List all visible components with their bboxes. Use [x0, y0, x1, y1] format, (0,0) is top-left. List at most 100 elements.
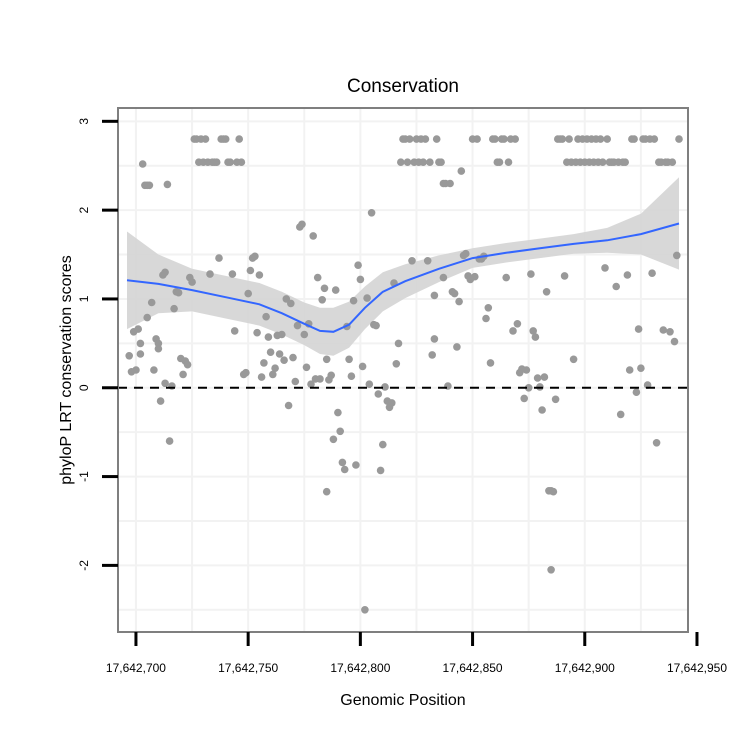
- data-point: [275, 350, 284, 358]
- data-point: [547, 566, 555, 574]
- confidence-band-area: [127, 177, 679, 356]
- data-point: [262, 312, 270, 321]
- data-point: [264, 333, 273, 341]
- data-point: [246, 266, 255, 275]
- data-point: [363, 294, 371, 302]
- data-point: [637, 364, 645, 373]
- data-point: [565, 135, 573, 143]
- data-point: [405, 135, 414, 143]
- data-point: [625, 366, 634, 374]
- data-point: [504, 158, 513, 166]
- data-point: [143, 313, 151, 322]
- smooth-line: [126, 222, 680, 333]
- data-point: [266, 348, 275, 357]
- data-point: [242, 368, 250, 377]
- data-point: [659, 326, 668, 334]
- data-point: [450, 289, 459, 298]
- data-point: [269, 370, 277, 379]
- data-point: [558, 135, 567, 143]
- data-point: [174, 288, 183, 297]
- data-point: [634, 325, 643, 333]
- data-point: [598, 158, 607, 166]
- data-point: [134, 325, 142, 333]
- data-point: [280, 356, 288, 365]
- data-point: [235, 135, 243, 143]
- data-point: [154, 339, 163, 348]
- data-point: [179, 370, 187, 379]
- data-point: [237, 158, 246, 166]
- data-point: [376, 466, 385, 475]
- data-point: [520, 394, 528, 403]
- y-tick-label: 3: [77, 118, 91, 125]
- data-point: [453, 343, 461, 351]
- x-tick-label: 17,642,950: [667, 661, 727, 675]
- data-point: [313, 273, 322, 282]
- data-point: [352, 461, 360, 469]
- data-point: [154, 344, 163, 353]
- data-point: [446, 179, 454, 188]
- data-point: [318, 296, 327, 304]
- data-point: [482, 314, 490, 323]
- data-point: [287, 299, 295, 308]
- data-point: [484, 304, 493, 312]
- data-point: [147, 298, 156, 307]
- data-point: [271, 364, 279, 373]
- data-point: [156, 397, 165, 405]
- data-point: [257, 373, 266, 381]
- data-point: [329, 435, 338, 444]
- data-point: [616, 410, 625, 419]
- data-point: [349, 296, 358, 305]
- data-point: [511, 135, 519, 143]
- data-point: [430, 291, 439, 300]
- y-tick-label: 1: [77, 295, 91, 302]
- y-axis-title: phyloP LRT conservation scores: [58, 255, 75, 484]
- data-point: [596, 135, 605, 143]
- data-point: [221, 135, 230, 143]
- data-point: [255, 271, 264, 279]
- data-point: [125, 352, 133, 360]
- data-point: [354, 261, 362, 270]
- data-point: [374, 390, 383, 398]
- data-point: [426, 158, 434, 166]
- data-point: [379, 440, 387, 449]
- data-point: [284, 401, 293, 410]
- data-point: [455, 297, 463, 306]
- data-point: [161, 379, 169, 388]
- chart-title: Conservation: [347, 76, 459, 97]
- data-point: [524, 384, 533, 392]
- data-point: [361, 606, 369, 614]
- data-point: [666, 328, 674, 336]
- data-point: [316, 375, 324, 383]
- data-point: [340, 465, 349, 474]
- y-tick-label: -2: [77, 560, 91, 571]
- data-point: [291, 377, 300, 386]
- data-point: [206, 270, 214, 278]
- data-point: [356, 275, 365, 284]
- data-point: [336, 427, 345, 436]
- data-point: [136, 350, 145, 358]
- data-point: [372, 321, 380, 330]
- data-point: [215, 254, 223, 262]
- panel-border: [117, 107, 689, 633]
- data-point: [334, 408, 342, 417]
- data-point: [603, 135, 611, 143]
- data-point: [145, 181, 154, 190]
- data-point: [201, 135, 210, 143]
- data-point: [486, 359, 495, 367]
- data-point: [300, 330, 309, 339]
- data-point: [388, 399, 396, 407]
- data-point: [621, 158, 629, 166]
- x-tick-label: 17,642,900: [555, 661, 615, 675]
- data-point: [675, 135, 683, 143]
- x-tick-label: 17,642,750: [218, 661, 278, 675]
- data-point: [212, 158, 221, 166]
- data-point: [437, 158, 445, 166]
- data-point: [244, 289, 252, 298]
- data-point: [226, 158, 234, 166]
- data-point: [542, 288, 551, 296]
- data-point: [419, 158, 428, 166]
- data-point: [403, 158, 412, 166]
- data-point: [289, 353, 297, 362]
- data-point: [293, 321, 302, 330]
